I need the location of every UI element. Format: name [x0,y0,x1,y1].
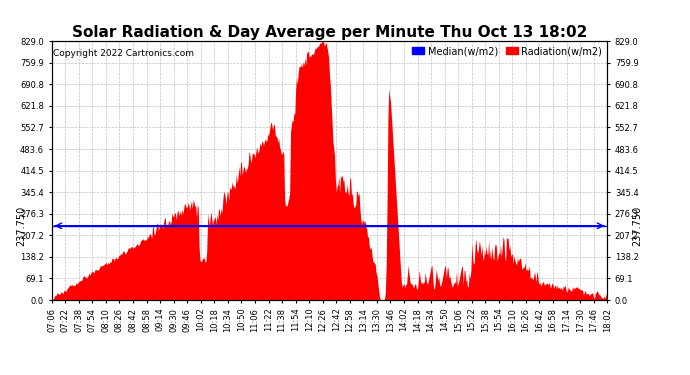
Text: Copyright 2022 Cartronics.com: Copyright 2022 Cartronics.com [53,49,194,58]
Legend: Median(w/m2), Radiation(w/m2): Median(w/m2), Radiation(w/m2) [408,42,607,60]
Text: 237.750: 237.750 [16,206,26,246]
Title: Solar Radiation & Day Average per Minute Thu Oct 13 18:02: Solar Radiation & Day Average per Minute… [72,25,587,40]
Text: 237.750: 237.750 [633,206,643,246]
